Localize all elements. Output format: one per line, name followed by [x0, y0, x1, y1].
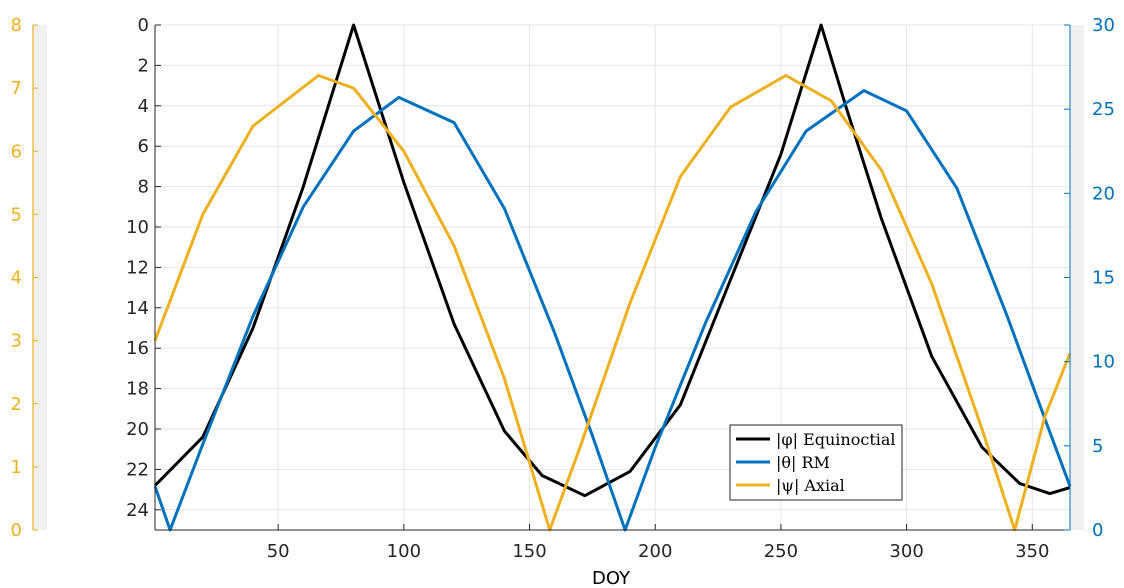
legend-label: |φ| Equinoctial	[776, 430, 896, 449]
axes-frame	[154, 24, 1071, 531]
series-line	[153, 74, 1072, 532]
axial-tick-label: 2	[11, 394, 22, 415]
right-axis-box	[1070, 25, 1084, 530]
y-tick-label: 22	[126, 459, 149, 480]
axial-tick-label: 4	[11, 268, 22, 289]
x-tick-label: 200	[638, 541, 672, 562]
y-tick-label: 20	[126, 419, 149, 440]
y-tick-label: 14	[126, 298, 149, 319]
x-tick-label: 350	[1015, 541, 1049, 562]
rm-tick-label: 0	[1092, 520, 1103, 541]
legend: |φ| Equinoctial |θ| RM |ψ| Axial	[729, 424, 903, 501]
axial-tick-label: 6	[11, 141, 22, 162]
y-tick-label: 2	[138, 55, 149, 76]
axial-tick-label: 1	[11, 457, 22, 478]
axial-tick-label: 7	[11, 78, 22, 99]
legend-label: |ψ| Axial	[776, 476, 845, 495]
axial-axis: 0 1 2 3 4 5 6 7 8	[11, 15, 47, 541]
y-tick-label: 18	[126, 379, 149, 400]
rm-tick-label: 5	[1092, 436, 1103, 457]
rm-axis-box	[1070, 25, 1084, 530]
y-tick-label: 6	[138, 136, 149, 157]
x-tick-label: 300	[889, 541, 923, 562]
series-line	[153, 89, 1072, 532]
y-tick-label: 16	[126, 338, 149, 359]
axial-tick-label: 5	[11, 204, 22, 225]
y-tick-label: 4	[138, 96, 149, 117]
plot-area	[155, 25, 1070, 530]
series-line	[153, 23, 1071, 498]
rm-tick-label: 30	[1092, 15, 1115, 36]
tick-labels: 50 100 150 200 250 300 35002468101214161820222…	[126, 15, 1115, 562]
x-tick-label: 250	[764, 541, 798, 562]
legend-label: |θ| RM	[776, 453, 830, 472]
y-tick-label: 24	[126, 500, 149, 521]
axial-tick-label: 0	[11, 520, 22, 541]
y-tick-label: 10	[126, 217, 149, 238]
y-tick-label: 8	[138, 177, 149, 198]
x-tick-label: 100	[387, 541, 421, 562]
x-tick-label: 150	[512, 541, 546, 562]
rm-tick-label: 15	[1092, 268, 1115, 289]
x-tick-label: 50	[267, 541, 290, 562]
rm-tick-label: 10	[1092, 352, 1115, 373]
series-lines	[153, 23, 1072, 532]
axial-tick-label: 8	[11, 15, 22, 36]
x-axis-label: DOY	[592, 568, 631, 588]
rm-tick-label: 20	[1092, 183, 1115, 204]
y-tick-label: 0	[138, 15, 149, 36]
y-tick-label: 12	[126, 257, 149, 278]
axial-tick-label: 3	[11, 331, 22, 352]
grid-lines	[155, 24, 1070, 530]
rm-tick-label: 25	[1092, 99, 1115, 120]
